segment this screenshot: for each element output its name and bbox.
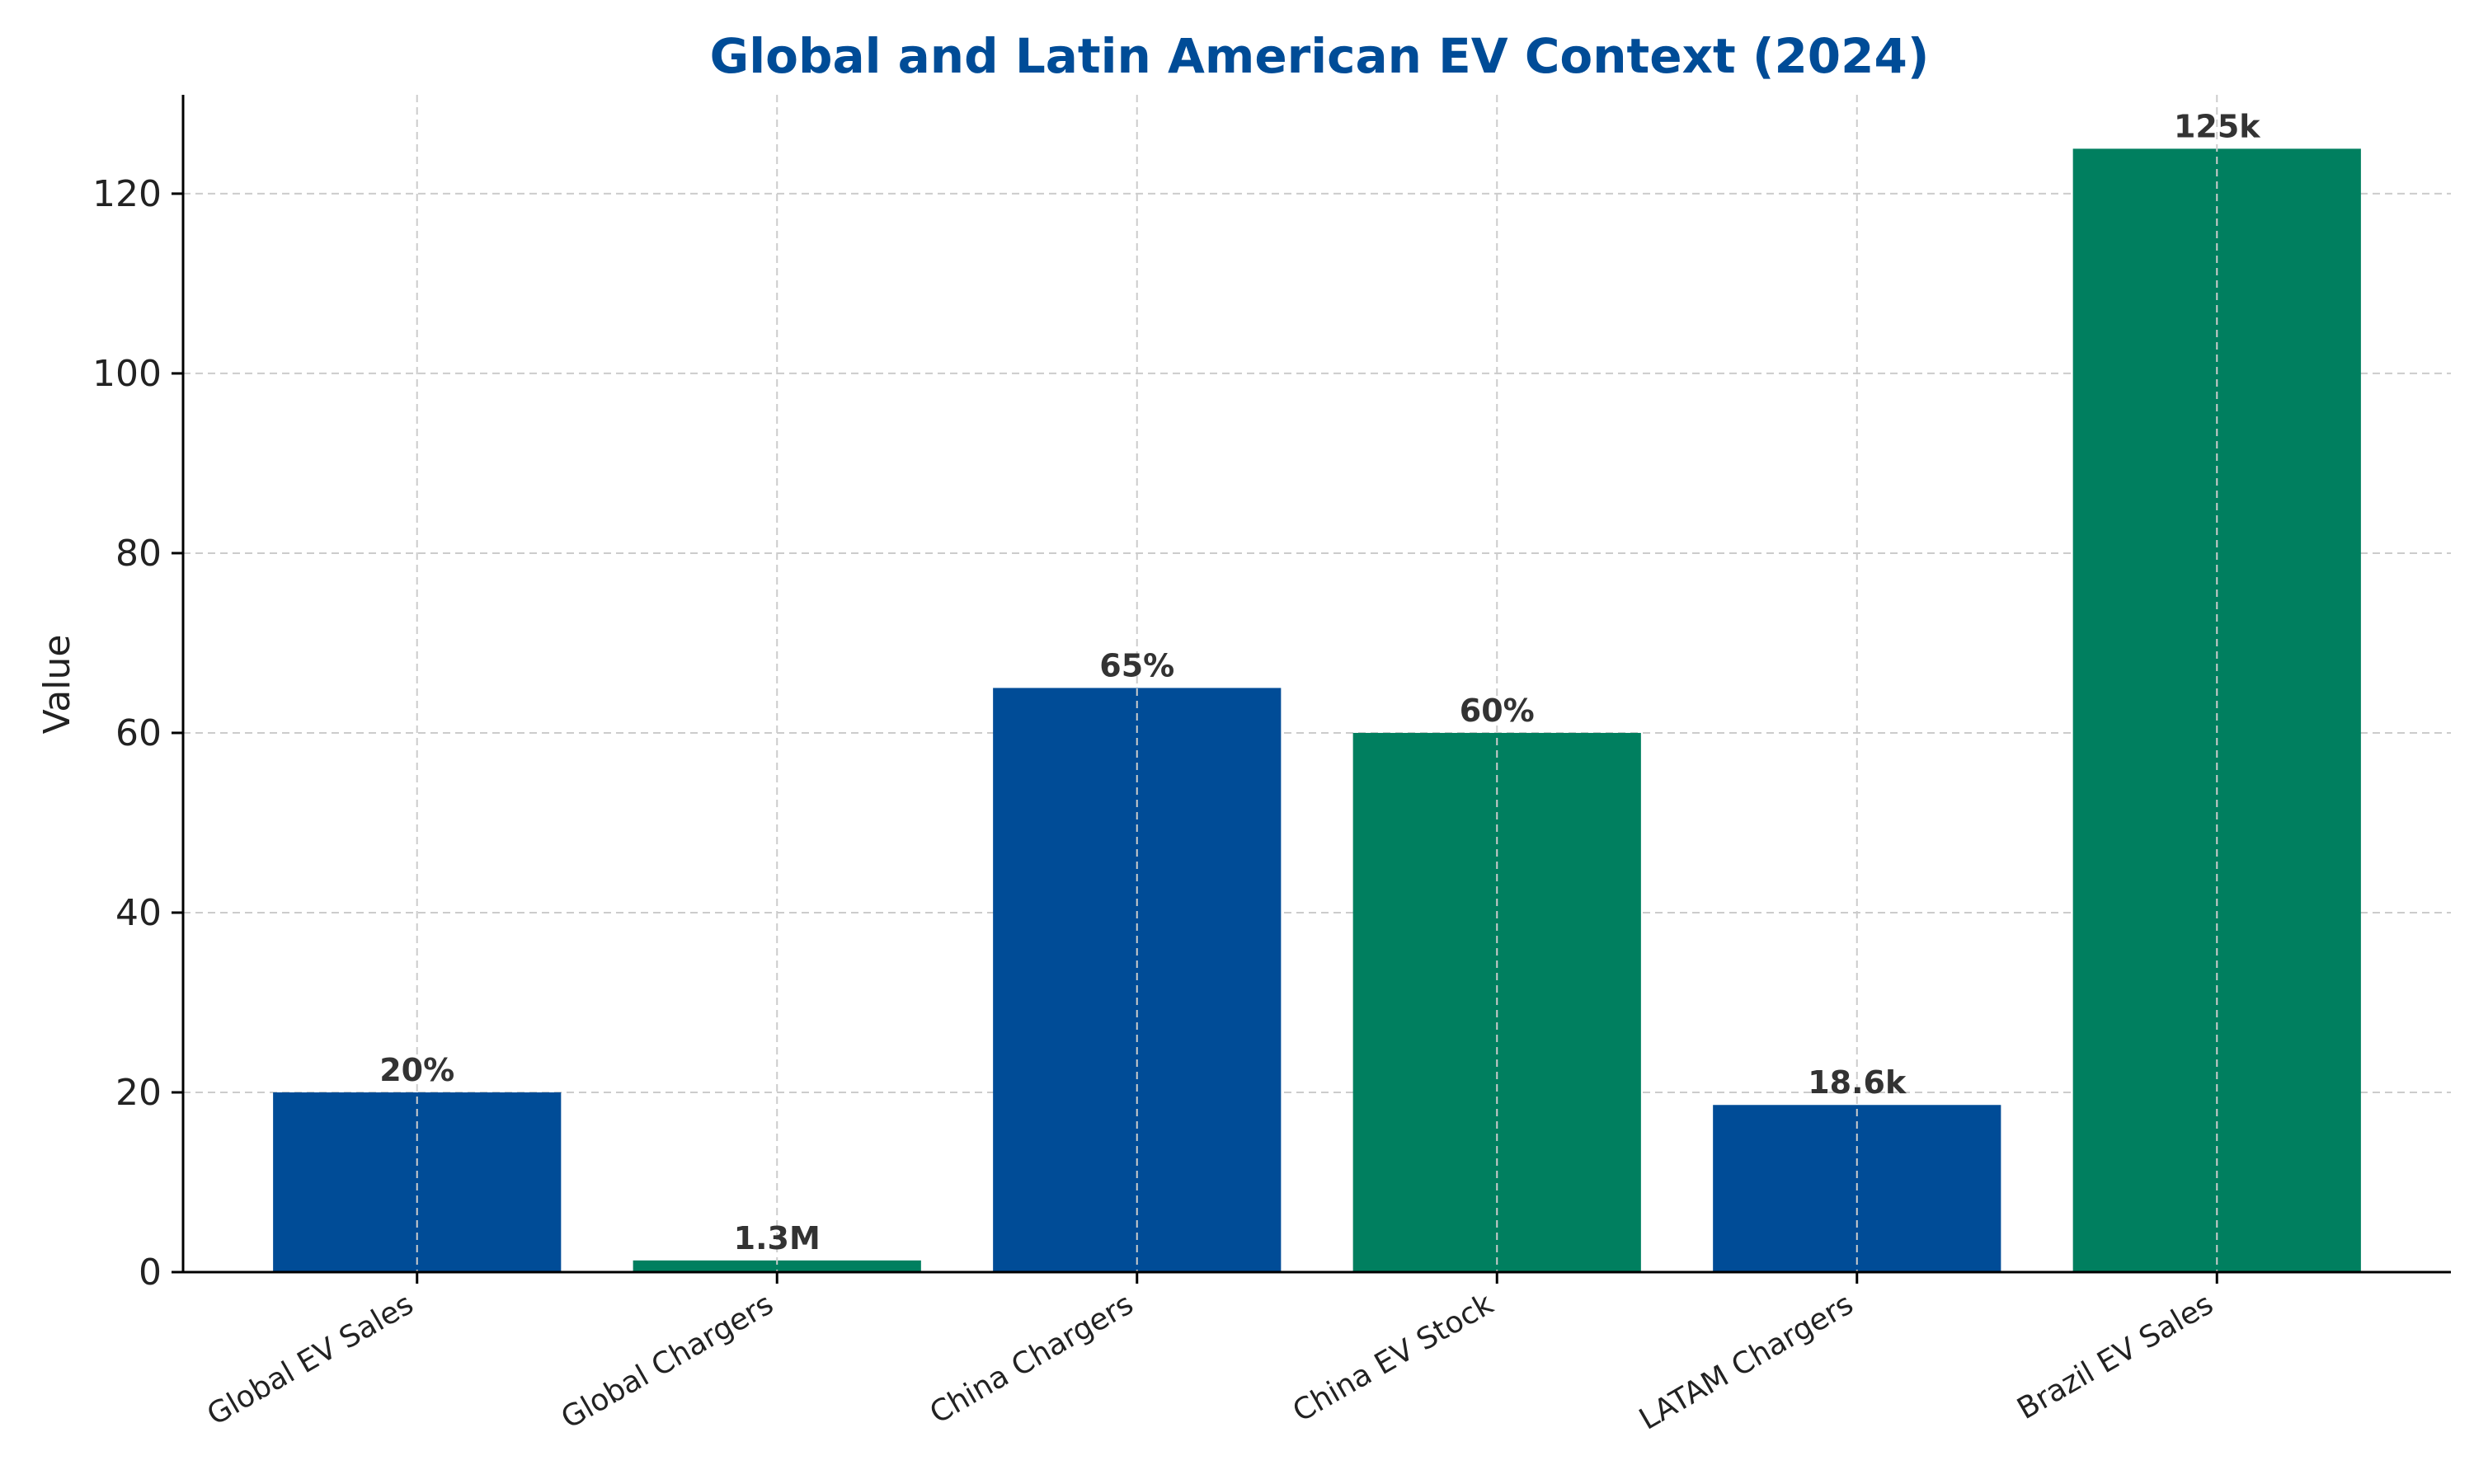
data-label: 60% (1460, 693, 1535, 729)
y-tick-label: 40 (115, 892, 162, 934)
data-label: 125k (2174, 108, 2260, 144)
x-tick-label: LATAM Chargers (1634, 1287, 1859, 1436)
x-tick-label: Brazil EV Sales (2011, 1287, 2218, 1426)
data-label: 1.3M (734, 1220, 821, 1256)
y-tick-label: 60 (115, 712, 162, 754)
chart-title: Global and Latin American EV Context (20… (710, 28, 1930, 84)
y-axis-label: Value (36, 635, 78, 735)
x-tick-label: Global EV Sales (201, 1287, 419, 1432)
y-tick-label: 0 (139, 1252, 162, 1294)
bars (273, 95, 2361, 1273)
axes (181, 95, 2451, 1274)
x-tick-label: China Chargers (924, 1287, 1139, 1430)
y-axis-ticks: 0 20 40 60 80 100 120 (92, 173, 183, 1294)
y-tick-label: 20 (115, 1072, 162, 1114)
y-tick-label: 80 (115, 533, 162, 575)
y-tick-label: 120 (92, 173, 162, 215)
x-axis-ticks: Global EV Sales Global Chargers China Char… (201, 1272, 2219, 1437)
x-tick-label: Global Chargers (556, 1287, 779, 1435)
data-labels: 20% 1.3M 65% 60% 18.6k 125k (379, 108, 2260, 1256)
bar-global-chargers (633, 1260, 921, 1272)
y-tick-label: 100 (92, 353, 162, 395)
data-label: 65% (1099, 647, 1174, 683)
data-label: 20% (379, 1052, 454, 1088)
data-label: 18.6k (1808, 1064, 1907, 1101)
x-tick-label: China EV Stock (1287, 1287, 1499, 1429)
